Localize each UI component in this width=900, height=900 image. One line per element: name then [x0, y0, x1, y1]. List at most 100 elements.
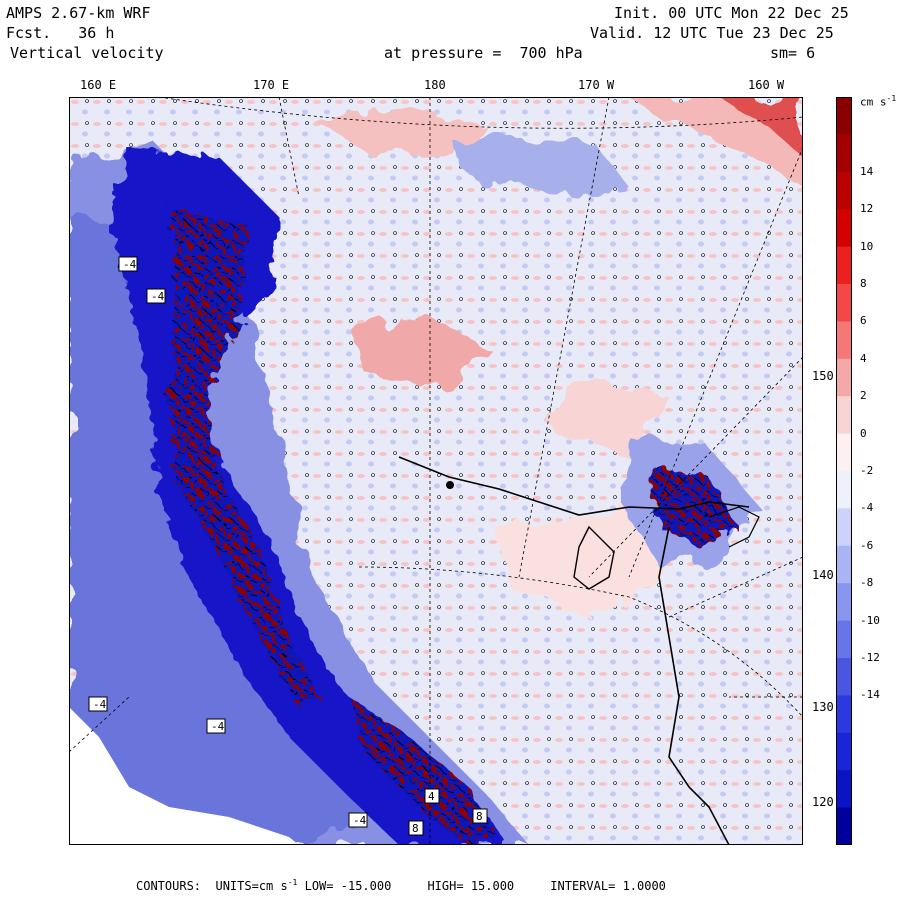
colorbar-level-label: -12	[860, 651, 880, 664]
colorbar-level-label: 8	[860, 277, 867, 290]
annotation-box-6: 8	[408, 820, 424, 836]
updraft-speckle-east	[649, 467, 739, 547]
annotation-box-4: -4	[206, 718, 226, 734]
high-value: 15.000	[470, 879, 515, 893]
units-label: UNITS=cm s	[215, 879, 288, 893]
annotation-text-8: 4	[428, 790, 435, 803]
high-label: HIGH=	[427, 879, 464, 893]
annotation-text-2: -4	[151, 290, 165, 303]
smoothing-value: sm= 6	[770, 44, 816, 62]
meridian-west	[69, 696, 130, 753]
plot-frame	[69, 97, 803, 845]
forecast-label: Fcst.	[6, 24, 52, 42]
colorbar-frame	[836, 97, 852, 845]
coastline-east	[658, 526, 730, 845]
colorbar-swatch	[836, 321, 852, 360]
colorbar-swatch	[836, 396, 852, 435]
colorbar-level-label: -8	[860, 576, 874, 590]
no-data-region	[69, 707, 299, 845]
colorbar-swatch	[836, 658, 852, 696]
colorbar-swatch	[836, 134, 852, 173]
positive-region-e	[549, 377, 669, 457]
colorbar-swatch	[836, 97, 852, 135]
colorbar-swatch	[836, 583, 852, 622]
valid-value: 12 UTC Tue 23 Dec 25	[653, 24, 834, 42]
colorbar-units-exp: -1	[886, 94, 897, 103]
colorbar-level-label: 2	[860, 389, 867, 403]
annotation-box-7: 8	[472, 808, 488, 824]
colorbar-level-label: 12	[860, 202, 874, 216]
colorbar-level-label: 4	[860, 351, 867, 365]
colorbar-swatch	[836, 433, 852, 472]
lon-label-170e: 170 E	[253, 78, 290, 92]
colorbar-level-label: 14	[860, 164, 874, 178]
annotation-text-3: -4	[93, 698, 107, 711]
forecast-value: 36 h	[78, 24, 115, 42]
colorbar-swatch	[836, 620, 852, 659]
lon-label-160w: 160 W	[748, 78, 785, 92]
mountain-range-field	[109, 147, 739, 845]
forecast-hour: Fcst. 36 h	[6, 24, 114, 42]
annotation-text-1: -4	[123, 258, 137, 271]
updraft-speckle-band	[169, 207, 319, 707]
annotation-text-4: -4	[211, 720, 225, 733]
positive-region-n	[309, 107, 489, 157]
coastline-north	[398, 456, 750, 516]
colorbar-swatch	[836, 471, 852, 509]
pressure-level: at pressure = 700 hPa	[384, 44, 583, 62]
vertical-velocity-map: -4 -4 -4 -4 -4 8 8 4	[69, 97, 803, 845]
interval-value: 1.0000	[622, 879, 666, 893]
init-value: 00 UTC Mon 22 Dec 25	[668, 4, 849, 22]
colorbar-swatch	[836, 732, 852, 771]
init-label: Init.	[614, 4, 660, 22]
negative-region-n	[449, 137, 629, 197]
interval-label: INTERVAL=	[550, 879, 616, 893]
valid-label: Valid.	[590, 24, 645, 42]
colorbar-units-text: cm s	[860, 95, 887, 109]
colorbar-swatch	[836, 284, 852, 322]
colorbar-swatch	[836, 171, 852, 210]
colorbar-level-label: -14	[860, 688, 880, 702]
station-marker	[446, 481, 454, 489]
annotation-box-3: -4	[88, 696, 108, 712]
init-time: Init. 00 UTC Mon 22 Dec 25	[614, 4, 849, 22]
updraft-speckle-south	[349, 697, 499, 845]
island-outline	[573, 525, 615, 590]
colorbar-swatch	[836, 807, 852, 845]
lon-label-160e: 160 E	[80, 78, 117, 92]
graticule	[69, 97, 803, 845]
meridian-170e	[278, 97, 300, 198]
contours-footer: CONTOURS: UNITS=cm s-1 LOW= -15.000 HIGH…	[136, 878, 666, 893]
annotation-text-6: 8	[412, 822, 419, 835]
lon-label-180: 180	[424, 78, 446, 92]
annotation-box-2: -4	[146, 288, 166, 304]
colorbar-level-label: -10	[860, 613, 880, 627]
colorbar-level-label: -2	[860, 464, 874, 477]
units-exp: -1	[287, 878, 298, 887]
colorbar-level-label: 0	[860, 426, 867, 440]
annotation-box-8: 4	[424, 788, 440, 804]
coastline-east-detail	[708, 506, 760, 548]
colorbar-level-label: -4	[860, 501, 874, 515]
colorbar-swatch	[836, 209, 852, 248]
colorbar	[836, 97, 852, 845]
low-value: -15.000	[340, 879, 392, 893]
meridian-160w	[628, 146, 803, 578]
colorbar-swatch	[836, 508, 852, 547]
lon-label-170w: 170 W	[578, 78, 615, 92]
colorbar-level-label: 10	[860, 239, 874, 253]
model-title: AMPS 2.67-km WRF	[6, 4, 151, 22]
parallel-south	[358, 566, 803, 718]
contours-label: CONTOURS:	[136, 879, 202, 893]
meridian-140w	[668, 556, 803, 618]
annotation-boxes: -4 -4 -4 -4 -4 8 8 4	[88, 256, 488, 836]
colorbar-swatch	[836, 695, 852, 734]
valid-time: Valid. 12 UTC Tue 23 Dec 25	[590, 24, 834, 42]
colorbar-swatch	[836, 358, 852, 397]
annotation-text-5: -4	[353, 814, 367, 827]
positive-core-ne	[719, 97, 803, 157]
colorbar-swatch	[836, 545, 852, 584]
colorbar-level-label: 6	[860, 314, 867, 328]
positive-region-center	[349, 317, 489, 387]
positive-region-se	[499, 507, 669, 617]
